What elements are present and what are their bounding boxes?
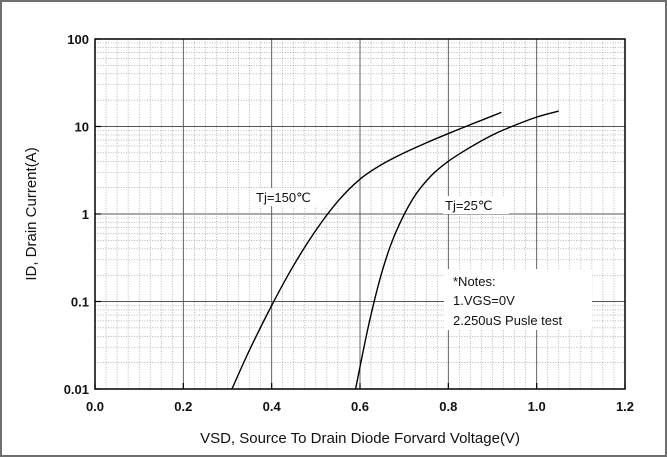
series-label-tj25: Tj=25℃ xyxy=(445,198,492,213)
notes-box xyxy=(444,269,592,330)
y-tick-label: 100 xyxy=(67,32,89,47)
curve-series-0 xyxy=(231,111,502,390)
y-tick-label: 1 xyxy=(82,207,89,222)
y-tick-label: 10 xyxy=(75,120,89,135)
notes-line-2: 1.VGS=0V xyxy=(453,293,515,308)
x-tick-label: 0.0 xyxy=(86,399,104,414)
notes-line-1: *Notes: xyxy=(453,274,496,289)
y-axis-title: ID, Drain Current(A) xyxy=(23,147,40,280)
x-tick-label: 1.2 xyxy=(616,399,634,414)
series-label-bg-150 xyxy=(254,188,328,206)
curve-series-1 xyxy=(354,110,559,390)
y-tick-label: 0.01 xyxy=(64,382,89,397)
tick-marks xyxy=(94,38,626,390)
x-tick-label: 0.2 xyxy=(174,399,192,414)
y-tick-labels: 0.01 0.1 1 10 100 xyxy=(64,32,89,397)
x-axis-title: VSD, Source To Drain Diode Forvard Volta… xyxy=(200,430,520,447)
curves xyxy=(231,110,559,390)
notes-line-3: 2.250uS Pusle test xyxy=(453,313,563,328)
x-tick-label: 0.4 xyxy=(263,399,282,414)
x-tick-label: 0.6 xyxy=(351,399,369,414)
series-label-bg-25 xyxy=(443,196,509,214)
y-tick-label: 0.1 xyxy=(71,295,89,310)
series-label-tj150: Tj=150℃ xyxy=(256,190,311,205)
x-tick-label: 1.0 xyxy=(528,399,546,414)
x-tick-label: 0.8 xyxy=(439,399,457,414)
x-tick-labels: 0.0 0.2 0.4 0.6 0.8 1.0 1.2 xyxy=(86,399,634,414)
